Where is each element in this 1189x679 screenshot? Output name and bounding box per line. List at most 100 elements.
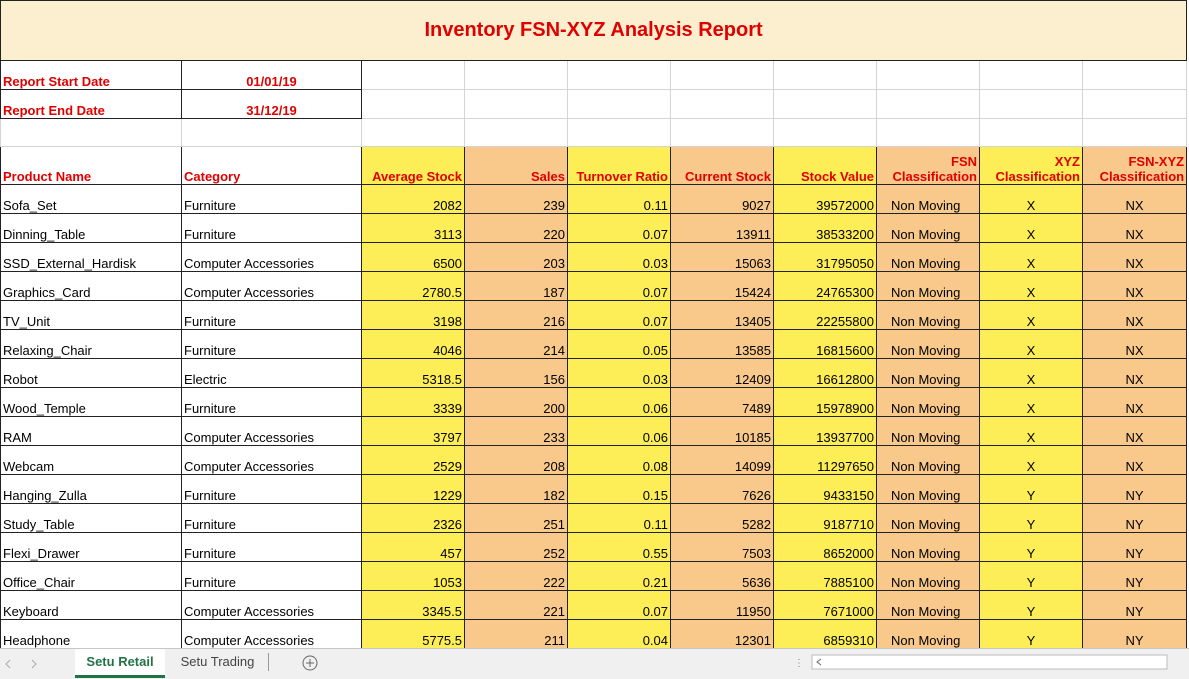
cell: Y	[979, 474, 1083, 504]
cell: 239	[464, 184, 568, 214]
data-row: Webcam Computer Accessories 2529 208 0.08 140…	[0, 445, 1188, 475]
cell: Furniture	[181, 329, 362, 359]
cell: NY	[1081, 532, 1188, 562]
cell: Computer Accessories	[181, 590, 362, 620]
start-date: 01/01/19	[181, 60, 362, 90]
cell: 12409	[670, 358, 774, 388]
cell: 2082	[361, 184, 465, 214]
cell: 187	[464, 271, 568, 301]
column-header: Product Name	[0, 146, 182, 185]
cell: Y	[979, 619, 1083, 649]
cell: Furniture	[181, 503, 362, 533]
cell: 16612800	[773, 358, 877, 388]
cell: 216	[464, 300, 568, 330]
column-header: Current Stock	[670, 146, 774, 185]
data-row: Sofa_Set Furniture 2082 239 0.11 9027 39572000…	[0, 184, 1188, 214]
cell: X	[979, 213, 1083, 243]
cell: 0.04	[567, 619, 671, 649]
sheet-tab[interactable]: Setu Trading	[180, 654, 255, 669]
cell: 0.11	[567, 184, 671, 214]
cell: RAM	[0, 416, 182, 446]
data-row: Keyboard Computer Accessories 3345.5 221 0.0…	[0, 590, 1188, 620]
cell: Y	[979, 503, 1083, 533]
cell: Furniture	[181, 213, 362, 243]
cell: X	[979, 184, 1083, 214]
cell: NY	[1081, 619, 1188, 649]
cell: Study_Table	[0, 503, 182, 533]
cell: Furniture	[181, 474, 362, 504]
cell: NX	[1081, 416, 1188, 446]
cell: 156	[464, 358, 568, 388]
cell: Furniture	[181, 561, 362, 591]
cell: 0.05	[567, 329, 671, 359]
cell: Computer Accessories	[181, 416, 362, 446]
cell: Robot	[0, 358, 182, 388]
cell: NX	[1081, 271, 1188, 301]
cell: Relaxing_Chair	[0, 329, 182, 359]
cell: 0.21	[567, 561, 671, 591]
cell: Keyboard	[0, 590, 182, 620]
cell: X	[979, 358, 1083, 388]
cell: 3198	[361, 300, 465, 330]
cell: Non Moving	[876, 184, 980, 214]
data-row: Robot Electric 5318.5 156 0.03 12409 16612800 N…	[0, 358, 1188, 388]
cell: 13585	[670, 329, 774, 359]
cell: 0.03	[567, 358, 671, 388]
cell: Electric	[181, 358, 362, 388]
cell: 5775.5	[361, 619, 465, 649]
cell: 0.06	[567, 387, 671, 417]
cell: 15978900	[773, 387, 877, 417]
cell: NX	[1081, 445, 1188, 475]
cell: 15063	[670, 242, 774, 272]
cell: Computer Accessories	[181, 445, 362, 475]
cell: 13405	[670, 300, 774, 330]
column-header: FSN-XYZ Classification	[1081, 146, 1188, 185]
cell: NY	[1081, 503, 1188, 533]
cell: 7626	[670, 474, 774, 504]
add-sheet-button[interactable]	[298, 651, 322, 675]
cell: NY	[1081, 474, 1188, 504]
cell: Non Moving	[876, 358, 980, 388]
cell: Graphics_Card	[0, 271, 182, 301]
cell: NX	[1081, 300, 1188, 330]
cell: 0.06	[567, 416, 671, 446]
horizontal-scrollbar[interactable]: ⋮	[790, 651, 1170, 677]
cell: Sofa_Set	[0, 184, 182, 214]
cell: X	[979, 416, 1083, 446]
cell: Y	[979, 532, 1083, 562]
sheet-tabs-bar: ⋮ Setu Retail Setu Trading	[0, 648, 1189, 679]
cell: 16815600	[773, 329, 877, 359]
cell: 208	[464, 445, 568, 475]
start-label: Report Start Date	[0, 60, 182, 90]
cell: 13911	[670, 213, 774, 243]
data-row: Flexi_Drawer Furniture 457 252 0.55 7503 86520…	[0, 532, 1188, 562]
column-header: Turnover Ratio	[567, 146, 671, 185]
column-header: FSN Classification	[876, 146, 980, 185]
cell: 252	[464, 532, 568, 562]
cell: Dinning_Table	[0, 213, 182, 243]
cell: Computer Accessories	[181, 619, 362, 649]
cell: 9433150	[773, 474, 877, 504]
sheet-tab[interactable]: Setu Retail	[75, 649, 165, 678]
cell: 11297650	[773, 445, 877, 475]
cell: 7671000	[773, 590, 877, 620]
cell: X	[979, 387, 1083, 417]
cell: 22255800	[773, 300, 877, 330]
cell: 5636	[670, 561, 774, 591]
cell: 457	[361, 532, 465, 562]
cell: Webcam	[0, 445, 182, 475]
cell: 211	[464, 619, 568, 649]
column-header: Sales	[464, 146, 568, 185]
cell: Wood_Temple	[0, 387, 182, 417]
cell: NY	[1081, 561, 1188, 591]
cell: X	[979, 300, 1083, 330]
cell: Non Moving	[876, 532, 980, 562]
cell: 0.15	[567, 474, 671, 504]
column-header: Average Stock	[361, 146, 465, 185]
cell: 9027	[670, 184, 774, 214]
tab-scroll-arrows[interactable]	[0, 651, 60, 677]
cell: 31795050	[773, 242, 877, 272]
cell: 2780.5	[361, 271, 465, 301]
cell: 9187710	[773, 503, 877, 533]
cell: 3345.5	[361, 590, 465, 620]
